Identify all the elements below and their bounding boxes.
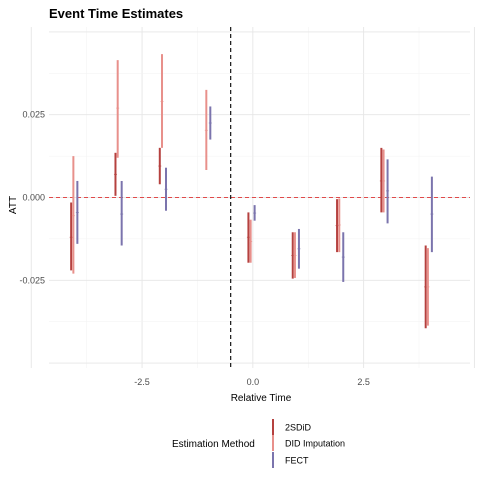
reference-lines [49,27,470,368]
legend-title: Estimation Method [172,439,255,450]
legend-label-fect: FECT [285,456,309,466]
legend: Estimation Method 2SDiD DID Imputation FEC… [172,419,345,468]
y-tick-label: -0.025 [19,275,45,285]
legend-label-did-imputation: DID Imputation [285,439,345,449]
y-tick-label: 0.000 [22,193,45,203]
x-axis-label: Relative Time [231,393,292,404]
y-tick-label: 0.025 [22,110,45,120]
chart-title: Event Time Estimates [49,6,183,21]
legend-label-2sdid: 2SDiD [285,423,312,433]
x-tick-label: 2.5 [357,377,370,387]
error-bars [69,54,434,329]
x-tick-label: -2.5 [134,377,150,387]
x-tick-label: 0.0 [247,377,260,387]
axis-ticks: -2.5 0.0 2.5 -0.025 0.000 0.025 [19,110,369,387]
y-axis-label: ATT [8,196,19,214]
